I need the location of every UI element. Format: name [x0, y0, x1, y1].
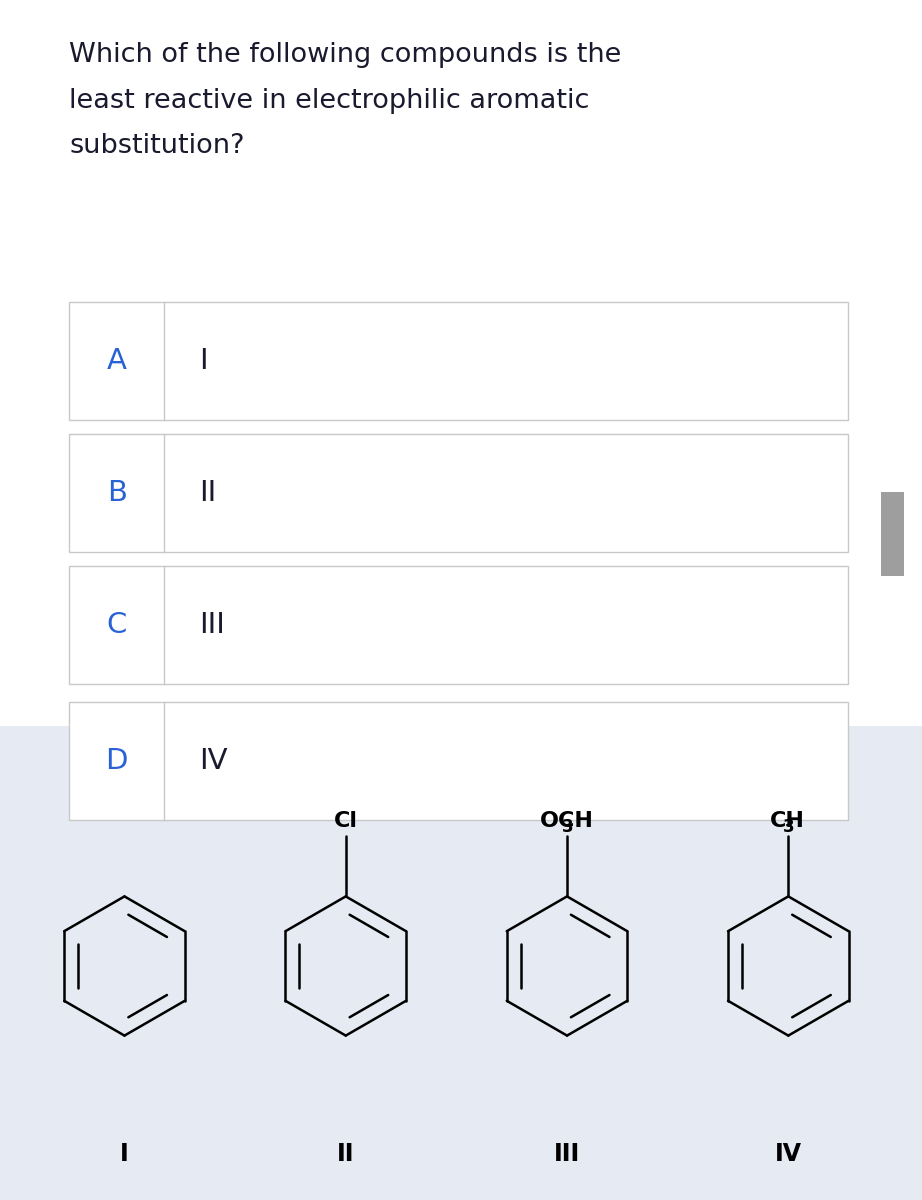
Text: Cl: Cl [334, 811, 358, 830]
Text: I: I [199, 347, 207, 376]
Text: A: A [107, 347, 126, 376]
Text: 3: 3 [561, 818, 573, 836]
Text: IV: IV [199, 746, 228, 775]
Text: OCH: OCH [539, 811, 594, 830]
Text: substitution?: substitution? [69, 133, 244, 160]
Text: D: D [105, 746, 128, 775]
Text: CH: CH [771, 811, 805, 830]
Text: Which of the following compounds is the: Which of the following compounds is the [69, 42, 621, 68]
Text: II: II [337, 1142, 354, 1166]
Polygon shape [69, 434, 848, 552]
Text: 3: 3 [783, 818, 795, 836]
Polygon shape [69, 702, 848, 820]
Polygon shape [69, 566, 848, 684]
Text: III: III [199, 611, 225, 640]
Text: B: B [107, 479, 126, 508]
Polygon shape [69, 302, 848, 420]
Bar [0, 726, 922, 1200]
Text: IV: IV [774, 1142, 802, 1166]
Text: III: III [554, 1142, 580, 1166]
Text: least reactive in electrophilic aromatic: least reactive in electrophilic aromatic [69, 88, 589, 114]
Text: I: I [120, 1142, 129, 1166]
Text: II: II [199, 479, 217, 508]
Bar [881, 492, 904, 576]
Text: C: C [106, 611, 127, 640]
